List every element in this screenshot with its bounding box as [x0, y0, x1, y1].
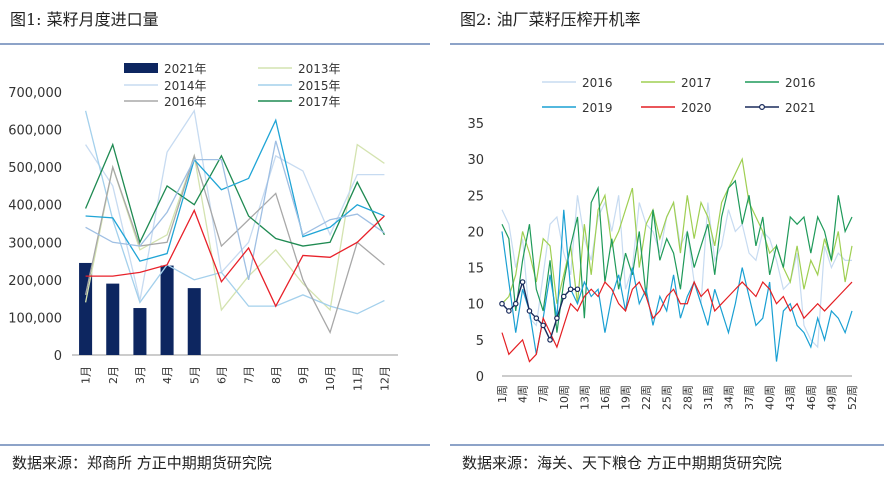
import-chart-title: 图1: 菜籽月度进口量: [10, 10, 159, 29]
x-tick-label: 10周: [558, 385, 571, 410]
legend-label: 2013年: [298, 62, 341, 76]
x-tick-label: 49周: [825, 385, 838, 410]
legend-marker: [759, 103, 766, 110]
legend-label: 2021年: [164, 62, 207, 76]
data-point: [547, 337, 553, 343]
series-line: [85, 208, 385, 308]
series-line: [85, 140, 385, 281]
import-chart-source: 数据来源：郑商所 方正中期期货研究院: [12, 454, 272, 472]
data-point: [540, 322, 546, 329]
y-tick-label: 25: [467, 189, 484, 204]
x-tick-label: 16周: [599, 385, 612, 410]
x-tick-label: 7月: [243, 366, 256, 384]
y-tick-label: 0: [476, 370, 484, 385]
x-tick-label: 12月: [378, 366, 391, 391]
series-line: [84, 153, 385, 335]
y-tick-label: 30: [467, 153, 484, 168]
legend-label: 2014年: [164, 79, 207, 93]
crush-rate-chart-source: 数据来源：海关、天下粮仓 方正中期期货研究院: [462, 454, 782, 472]
y-tick-label: 700,000: [8, 86, 62, 101]
y-tick-label: 400,000: [8, 199, 62, 214]
legend-label: 2020: [681, 101, 712, 115]
data-point: [499, 300, 505, 307]
x-tick-label: 4周: [517, 385, 530, 403]
data-point: [519, 279, 526, 285]
legend-label: 2016年: [164, 95, 207, 109]
title-divider: [0, 43, 430, 45]
data-point: [554, 315, 560, 321]
legend-label: 2019: [582, 101, 613, 115]
x-tick-label: 31周: [702, 385, 715, 410]
legend-label: 2016: [582, 76, 613, 90]
x-tick-label: 52周: [846, 385, 859, 410]
x-tick-label: 8月: [270, 366, 283, 384]
y-tick-label: 200,000: [8, 274, 62, 289]
y-tick-label: 15: [467, 262, 484, 277]
series-line: [84, 110, 385, 315]
x-tick-label: 40周: [764, 385, 777, 410]
series-line: [84, 143, 385, 312]
crush-rate-chart: 0 5 10 15 20 25 30 35 1周 4周 7周 10周 13周 16周 19周 22周 25周 28…: [467, 76, 859, 410]
legend-swatch: [124, 63, 158, 73]
legend-label: 2017: [681, 76, 712, 90]
series-line: [501, 280, 853, 363]
import-chart-panel: 图1: 菜籽月度进口量 0 100,000 200,000 300,000 400,00…: [0, 0, 430, 484]
y-tick-label: 35: [467, 117, 484, 132]
source-divider: [450, 444, 884, 446]
x-tick-label: 43周: [784, 385, 797, 410]
data-point: [567, 286, 574, 293]
y-tick-label: 20: [467, 225, 484, 240]
series-line: [501, 157, 853, 305]
x-tick-label: 7周: [537, 385, 550, 403]
y-tick-label: 0: [54, 349, 62, 364]
crush-rate-chart-panel: 图2: 油厂菜籽压榨开机率 0 5 10 15 20 25 30 35 1周 4周 7周 10周 13周…: [450, 0, 884, 484]
y-tick-label: 5: [476, 334, 484, 349]
series-line: [85, 118, 385, 262]
x-tick-label: 3月: [134, 366, 147, 384]
x-tick-label: 9月: [297, 366, 310, 384]
y-tick-label: 600,000: [8, 124, 62, 139]
bar: [160, 265, 174, 355]
series-line: [84, 142, 385, 247]
x-tick-label: 4月: [161, 366, 174, 384]
bar: [187, 288, 201, 355]
source-divider: [0, 444, 430, 446]
data-point: [574, 286, 581, 293]
title-divider: [450, 43, 884, 45]
x-tick-label: 13周: [578, 385, 591, 410]
x-tick-label: 1月: [80, 366, 93, 384]
x-tick-label: 37周: [743, 385, 756, 410]
legend-label: 2015年: [298, 79, 341, 93]
data-point: [533, 315, 540, 321]
x-tick-label: 6月: [215, 366, 228, 384]
x-tick-label: 1周: [496, 385, 509, 403]
x-tick-label: 5月: [188, 366, 201, 384]
import-chart: 0 100,000 200,000 300,000 400,000 500,000 600,…: [8, 62, 398, 391]
crush-rate-chart-title: 图2: 油厂菜籽压榨开机率: [460, 10, 641, 29]
x-tick-label: 22周: [640, 385, 653, 410]
data-point: [506, 308, 512, 314]
data-point: [526, 308, 533, 314]
y-tick-label: 100,000: [8, 311, 62, 326]
y-tick-label: 500,000: [8, 161, 62, 176]
legend-label: 2021: [785, 101, 816, 115]
legend-label: 2017年: [298, 95, 341, 109]
data-point: [512, 300, 519, 307]
x-tick-label: 25周: [661, 385, 674, 410]
y-tick-label: 300,000: [8, 236, 62, 251]
x-tick-label: 46周: [805, 385, 818, 410]
legend-label: 2016: [785, 76, 816, 90]
x-tick-label: 11月: [351, 366, 364, 391]
bar: [133, 308, 147, 355]
x-tick-label: 19周: [620, 385, 633, 410]
series-line: [85, 109, 385, 301]
x-tick-label: 2月: [107, 366, 120, 384]
bar: [106, 283, 120, 355]
data-point: [560, 293, 567, 300]
x-tick-label: 34周: [722, 385, 735, 410]
x-tick-label: 28周: [681, 385, 694, 410]
x-tick-label: 10月: [324, 366, 337, 391]
y-tick-label: 10: [467, 298, 484, 313]
